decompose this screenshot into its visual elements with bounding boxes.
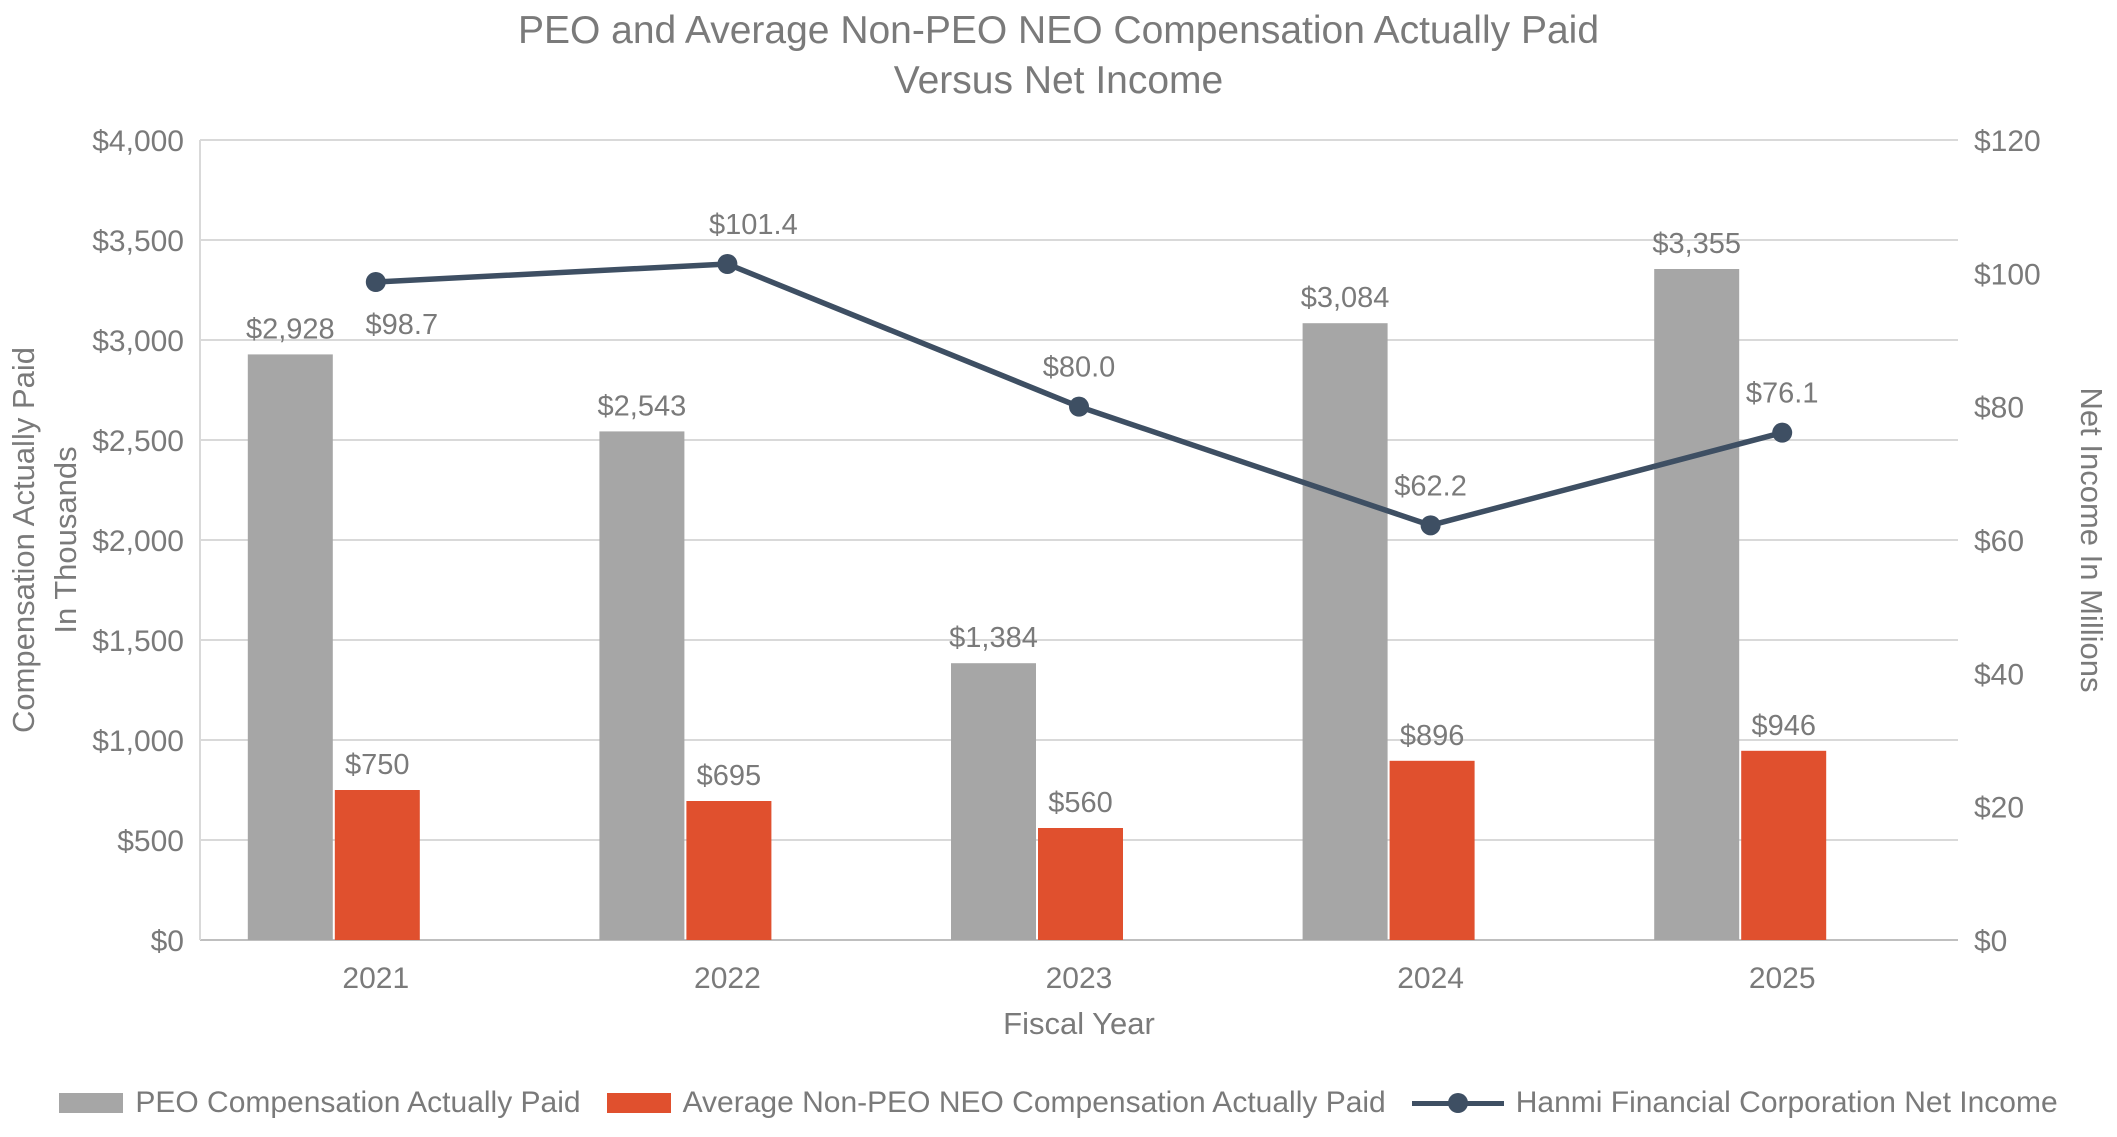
bar-label-neo-2022: $695 — [697, 760, 762, 792]
x-tick-label-2021: 2021 — [342, 962, 409, 995]
bar-peo-2022 — [599, 431, 685, 940]
chart-title: PEO and Average Non-PEO NEO Compensation… — [0, 6, 2117, 106]
net-income-line-swatch — [1411, 1093, 1504, 1113]
bar-peo-2021 — [247, 354, 333, 940]
legend-item-neo: Average Non-PEO NEO Compensation Actuall… — [606, 1086, 1386, 1120]
left-tick-label: $2,000 — [92, 525, 184, 558]
left-tick-label: $1,000 — [92, 725, 184, 758]
bar-label-peo-2021: $2,928 — [246, 313, 335, 345]
net-income-marker-2024 — [1420, 515, 1441, 536]
legend-label-peo: PEO Compensation Actually Paid — [135, 1086, 581, 1119]
net-income-line — [375, 261, 1783, 529]
bar-peo-2024 — [1302, 323, 1388, 940]
left-tick-label: $500 — [117, 825, 184, 858]
peo-bar-swatch — [59, 1093, 124, 1113]
right-tick-label: $0 — [1974, 925, 2007, 958]
bar-label-neo-2021: $750 — [345, 749, 410, 781]
bar-neo-2025 — [1741, 750, 1827, 940]
right-tick-label: $120 — [1974, 125, 2041, 158]
x-tick-label-2025: 2025 — [1749, 962, 1816, 995]
left-tick-label: $1,500 — [92, 625, 184, 658]
net-income-label-2025: $76.1 — [1746, 378, 1819, 410]
net-income-marker-2025 — [1772, 422, 1793, 443]
bar-label-peo-2022: $2,543 — [598, 390, 687, 422]
legend-label-neo: Average Non-PEO NEO Compensation Actuall… — [682, 1086, 1386, 1119]
right-tick-label: $40 — [1974, 658, 2024, 691]
legend-item-peo: PEO Compensation Actually Paid — [59, 1086, 581, 1120]
net-income-marker-2022 — [717, 254, 738, 274]
right-tick-label: $20 — [1974, 792, 2024, 825]
right-tick-label: $80 — [1974, 392, 2024, 425]
left-tick-label: $2,500 — [92, 425, 184, 458]
bar-label-neo-2025: $946 — [1751, 710, 1816, 742]
net-income-label-2024: $62.2 — [1394, 470, 1467, 502]
bar-peo-2023 — [951, 663, 1036, 940]
legend-label-net-income: Hanmi Financial Corporation Net Income — [1515, 1086, 2058, 1119]
bar-label-peo-2023: $1,384 — [949, 622, 1038, 654]
net-income-marker-2021 — [365, 272, 386, 292]
x-axis-title: Fiscal Year — [1003, 1006, 1155, 1041]
bar-neo-2023 — [1038, 828, 1123, 940]
x-tick-label-2022: 2022 — [694, 962, 761, 995]
left-tick-label: $4,000 — [92, 125, 184, 158]
bar-label-neo-2024: $896 — [1400, 720, 1465, 752]
left-tick-label: $0 — [151, 925, 184, 958]
bar-neo-2024 — [1389, 760, 1475, 940]
right-tick-label: $100 — [1974, 258, 2041, 291]
chart-title-line1: PEO and Average Non-PEO NEO Compensation… — [517, 9, 1600, 52]
legend-item-net-income: Hanmi Financial Corporation Net Income — [1411, 1086, 2058, 1120]
left-tick-label: $3,500 — [92, 225, 184, 258]
chart-title-line2: Versus Net Income — [893, 58, 1224, 102]
x-tick-label-2023: 2023 — [1046, 962, 1113, 995]
bar-neo-2021 — [334, 790, 420, 940]
neo-bar-swatch — [606, 1093, 671, 1113]
legend: PEO Compensation Actually Paid Average N… — [0, 1086, 2117, 1120]
net-income-marker-glyph — [1447, 1093, 1468, 1113]
net-income-label-2021: $98.7 — [366, 309, 439, 341]
bar-label-neo-2023: $560 — [1048, 787, 1113, 819]
left-tick-label: $3,000 — [92, 325, 184, 358]
bar-peo-2025 — [1654, 269, 1740, 940]
bar-label-peo-2025: $3,355 — [1652, 228, 1741, 260]
net-income-label-2023: $80.0 — [1043, 352, 1116, 384]
x-tick-label-2024: 2024 — [1397, 962, 1464, 995]
bar-neo-2022 — [686, 801, 772, 940]
net-income-marker-2023 — [1069, 396, 1089, 417]
bar-label-peo-2024: $3,084 — [1301, 282, 1390, 314]
net-income-label-2022: $101.4 — [709, 209, 798, 241]
right-tick-label: $60 — [1974, 525, 2024, 558]
